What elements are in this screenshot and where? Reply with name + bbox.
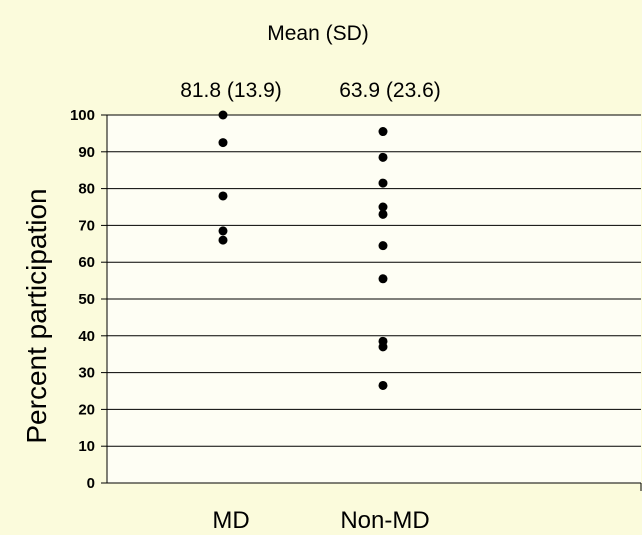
data-point-md-4 — [218, 226, 228, 236]
data-points — [218, 110, 388, 390]
data-point-non-md-3 — [378, 178, 388, 188]
y-tick-label-70: 70 — [78, 217, 95, 234]
y-tick-label-20: 20 — [78, 401, 95, 418]
data-point-non-md-9 — [378, 342, 388, 352]
y-tick-label-60: 60 — [78, 254, 95, 271]
y-tick-label-90: 90 — [78, 144, 95, 161]
data-point-md-1 — [218, 110, 228, 120]
data-point-non-md-7 — [378, 274, 388, 284]
x-tick-label-md: MD — [212, 507, 249, 534]
stat-label-md: 81.8 (13.9) — [180, 79, 282, 102]
y-tick-label-80: 80 — [78, 181, 95, 198]
y-axis-label: Percent participation — [21, 188, 52, 443]
data-point-md-5 — [218, 235, 228, 245]
y-ticks: 0 10 20 30 40 50 60 70 80 90 100 — [70, 107, 107, 492]
y-tick-label-100: 100 — [70, 107, 95, 124]
chart-title: Mean (SD) — [267, 22, 369, 45]
y-tick-label-30: 30 — [78, 365, 95, 382]
data-point-non-md-6 — [378, 241, 388, 251]
y-tick-label-10: 10 — [78, 438, 95, 455]
y-tick-label-40: 40 — [78, 328, 95, 345]
data-point-md-3 — [218, 191, 228, 201]
y-tick-label-0: 0 — [87, 475, 95, 492]
data-point-non-md-10 — [378, 380, 388, 390]
x-tick-label-non-md: Non-MD — [340, 507, 429, 534]
y-tick-label-50: 50 — [78, 291, 95, 308]
data-point-md-2 — [218, 138, 228, 148]
data-point-non-md-4 — [378, 202, 388, 212]
data-point-non-md-1 — [378, 127, 388, 137]
stat-label-non-md: 63.9 (23.6) — [339, 79, 441, 102]
data-point-non-md-5 — [378, 209, 388, 219]
data-point-non-md-2 — [378, 152, 388, 162]
gridlines — [107, 114, 641, 447]
